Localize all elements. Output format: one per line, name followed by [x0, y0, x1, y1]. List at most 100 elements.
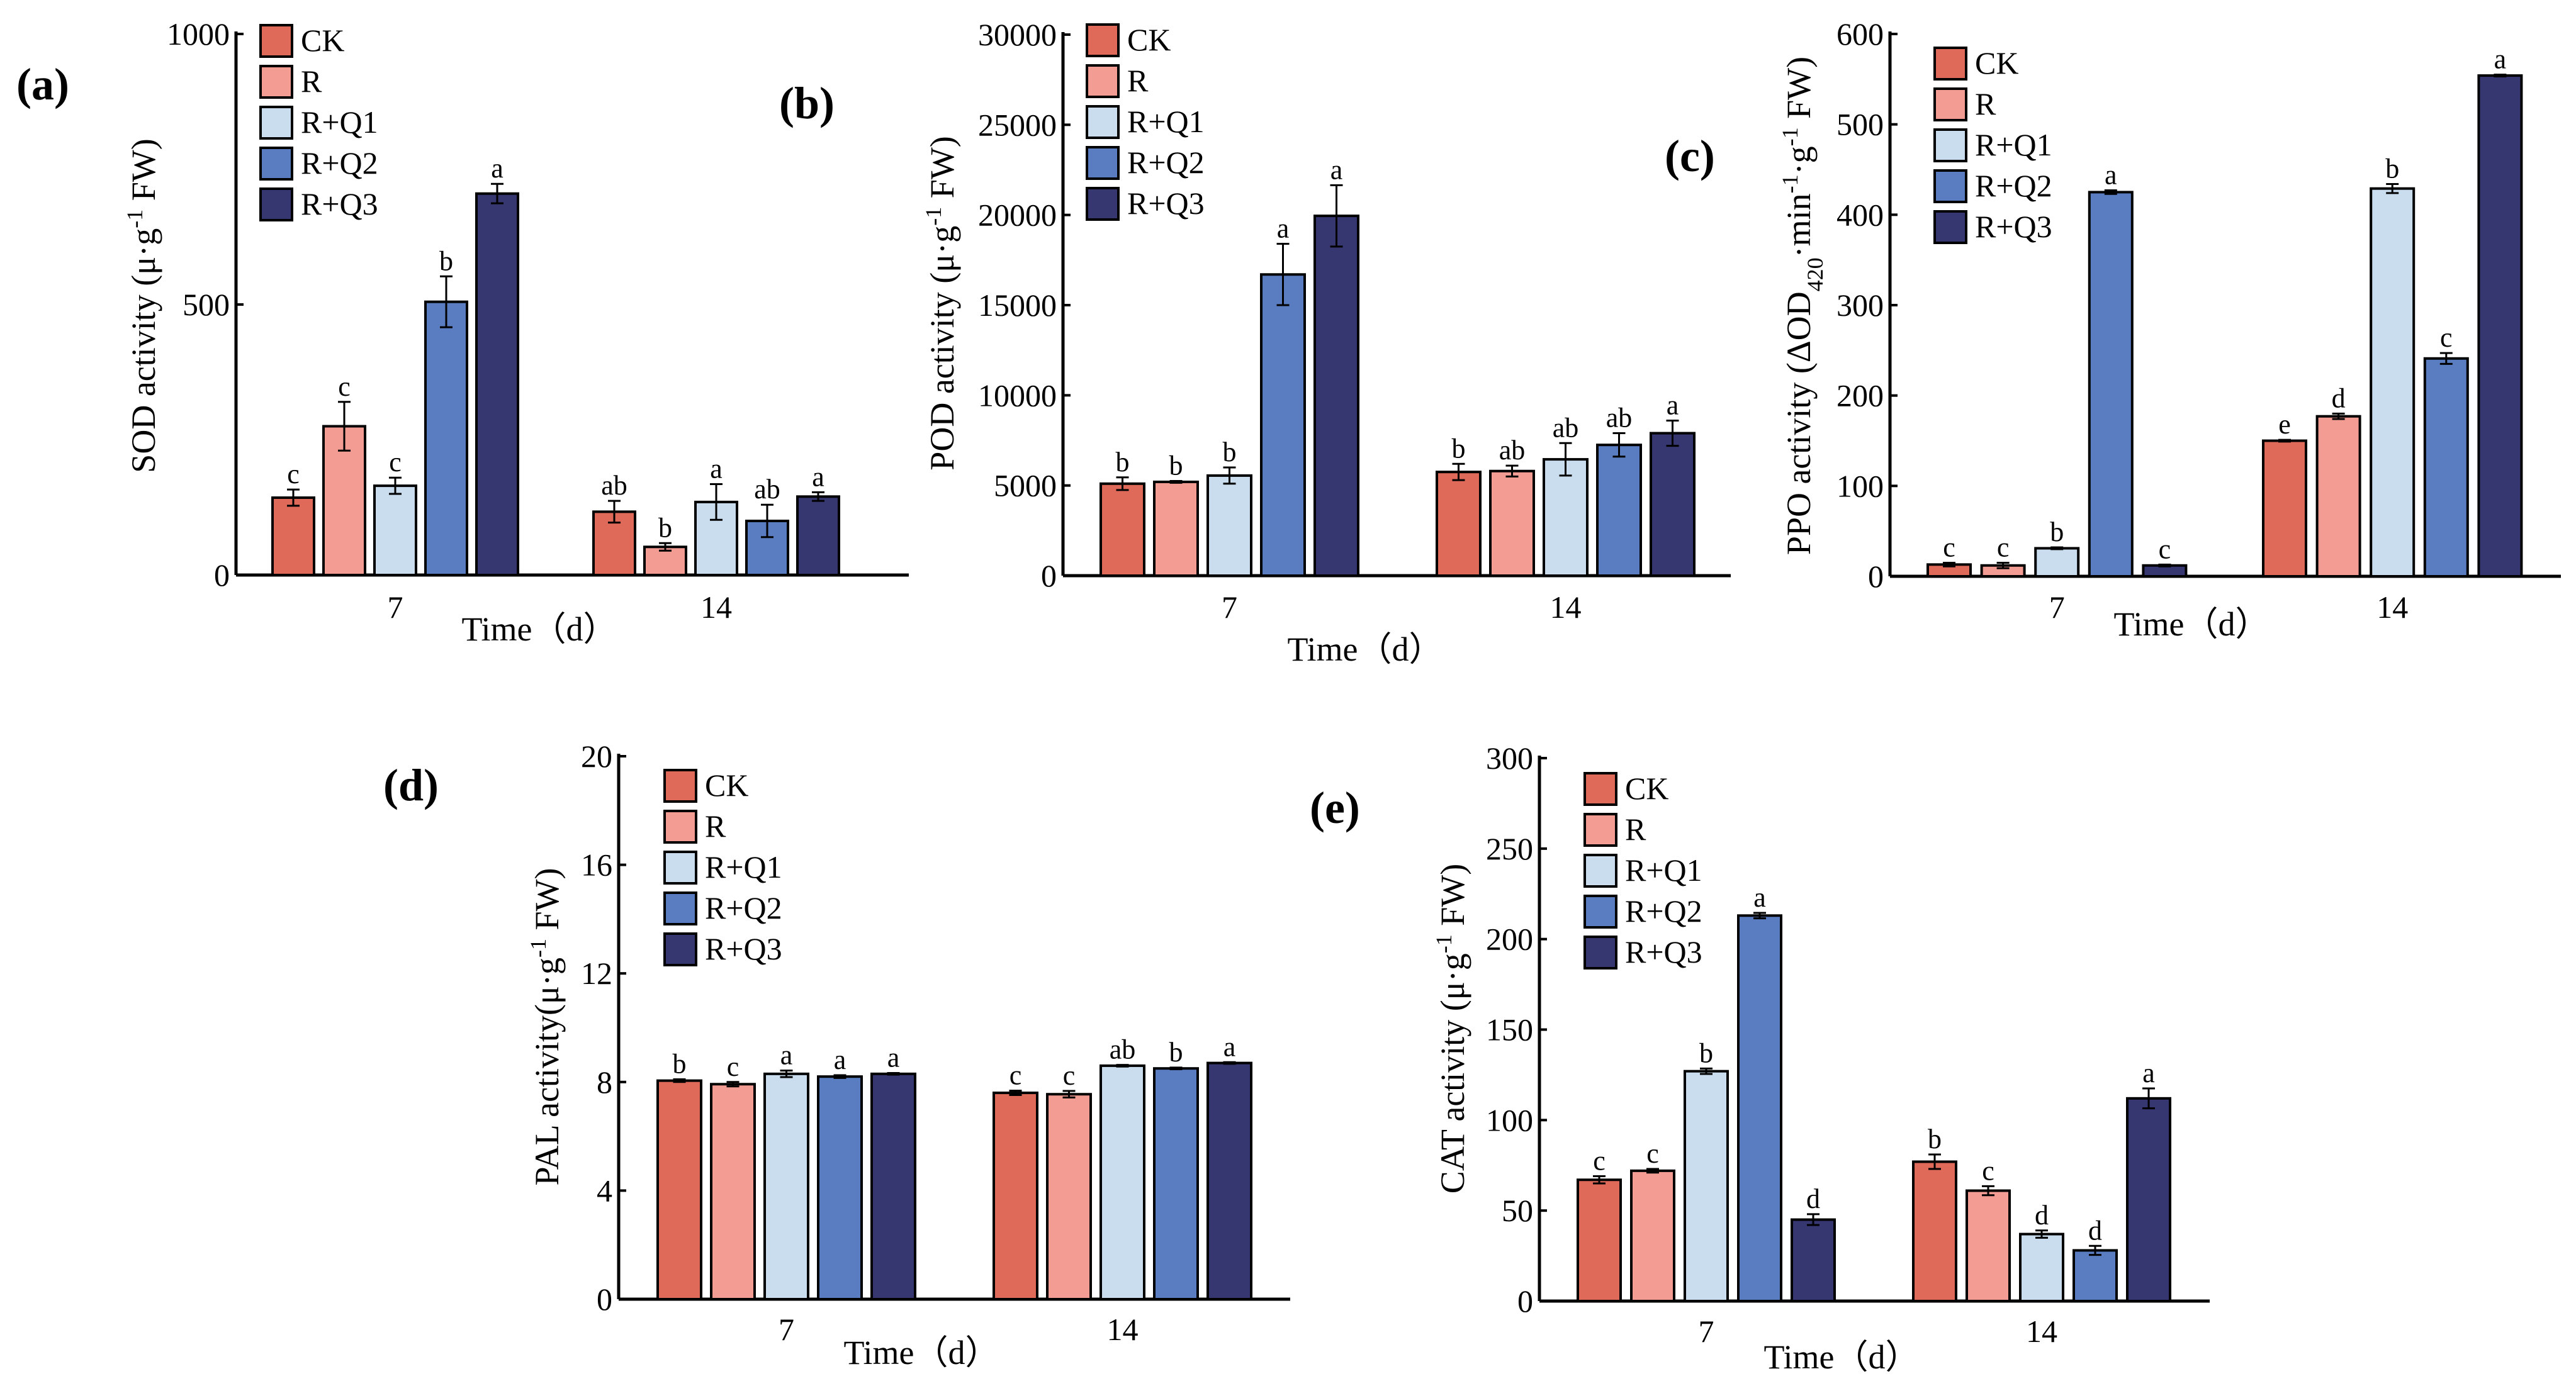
bar-r-q1-day7	[373, 484, 417, 576]
y-tick-label: 25000	[978, 107, 1057, 142]
significance-letter: ab	[1110, 1034, 1136, 1065]
legend-label: R+Q3	[1975, 209, 2052, 244]
bar-ck-day14	[993, 1092, 1038, 1301]
significance-letter: b	[1169, 450, 1183, 481]
y-axis-label-part: ·g	[1780, 146, 1818, 174]
y-axis-label: CAT activity (μ·g-1 FW)	[1431, 864, 1471, 1193]
bar-r-q1-day7	[763, 1072, 809, 1300]
y-axis-label: SOD activity (μ·g-1 FW)	[122, 138, 162, 472]
y-tick-label: 0	[1517, 1283, 1533, 1319]
significance-letter: a	[1330, 154, 1343, 185]
significance-letter: b	[1699, 1037, 1713, 1068]
error-bar	[1505, 464, 1519, 478]
x-tick-label: 7	[1699, 1314, 1714, 1349]
legend-label: R+Q1	[301, 104, 378, 140]
bar-r-q3-day7	[1791, 1218, 1836, 1303]
y-axis-label-part: -1	[1431, 934, 1456, 953]
significance-letter: c	[338, 371, 351, 402]
bar-r-q3-day14	[796, 495, 840, 576]
legend-label: R+Q1	[1127, 104, 1205, 139]
error-bar	[833, 1074, 846, 1079]
bar-ck-day14	[2262, 439, 2307, 578]
error-bar	[1116, 476, 1129, 491]
significance-letter: c	[2159, 534, 2171, 564]
bar-r-q1-day14	[1100, 1064, 1145, 1301]
legend-swatch	[663, 769, 697, 803]
significance-letter: ab	[1499, 435, 1526, 466]
legend-swatch	[1583, 936, 1617, 970]
y-tick-label: 300	[1836, 288, 1884, 323]
y-tick-label: 15000	[978, 288, 1057, 323]
legend-label: R+Q2	[1975, 168, 2052, 203]
legend-label: CK	[1625, 771, 1668, 806]
error-bar	[287, 488, 300, 507]
significance-letter: c	[1063, 1060, 1076, 1091]
significance-letter: b	[1116, 447, 1130, 478]
significance-letter: ab	[1553, 412, 1579, 443]
legend-swatch	[1086, 146, 1120, 180]
bar-r-day14	[1489, 469, 1535, 577]
bar-ck-day7	[271, 496, 315, 577]
significance-letter: a	[834, 1044, 846, 1075]
legend-swatch	[1583, 895, 1617, 929]
error-bar	[1330, 184, 1343, 248]
y-axis-label-part: -1	[122, 210, 147, 228]
error-bar	[2050, 546, 2064, 550]
bar-r-q2-day7	[817, 1075, 863, 1301]
x-axis-label: Time（d）	[843, 1334, 999, 1372]
panel-label: (c)	[1665, 131, 1715, 181]
y-tick-label: 400	[1836, 197, 1884, 232]
y-axis-label-part: POD activity (μ·g	[923, 226, 961, 471]
y-tick-label: 0	[1041, 558, 1057, 593]
legend-label: R+Q3	[705, 931, 782, 966]
legend-swatch	[259, 24, 293, 58]
y-tick-label: 250	[1486, 831, 1533, 866]
legend-label: CK	[1975, 45, 2018, 81]
legend-label: R+Q2	[705, 890, 782, 925]
y-tick-label: 12	[581, 956, 612, 991]
bar-r-q1-day7	[1206, 474, 1252, 578]
error-bar	[1169, 1066, 1183, 1071]
bar-r-day14	[1966, 1189, 2011, 1302]
y-axis-label-part: ·min	[1780, 193, 1818, 257]
error-bar	[710, 483, 723, 521]
legend-label: CK	[705, 768, 748, 803]
y-axis-label-part: CAT activity (μ·g	[1434, 953, 1471, 1193]
chart-panel-d: (d) 0 4 8 12 16 20 7 b c a a a 14 c c ab b a CK R R+Q1 R+Q2 R+Q…	[383, 739, 1290, 1372]
significance-letter: a	[2494, 44, 2507, 75]
bar-r-day7	[1153, 480, 1199, 578]
legend-swatch	[259, 147, 293, 181]
error-bar	[1276, 243, 1290, 306]
error-bar	[1982, 1185, 1994, 1197]
y-tick-label: 20	[581, 739, 612, 774]
significance-letter: c	[389, 447, 402, 478]
y-tick-label: 100	[1486, 1102, 1533, 1137]
significance-letter: c	[287, 459, 300, 489]
y-tick-label: 50	[1502, 1193, 1533, 1228]
error-bar	[2439, 352, 2453, 365]
error-bar	[2386, 182, 2399, 194]
legend-swatch	[1933, 169, 1967, 203]
bar-r-q1-day7	[2034, 547, 2080, 578]
error-bar	[1666, 419, 1679, 447]
y-tick-label: 0	[1868, 559, 1884, 594]
x-axis-label: Time（d）	[461, 610, 617, 648]
legend-label: CK	[1127, 22, 1171, 57]
legend-swatch	[663, 810, 697, 844]
legend-swatch	[1583, 813, 1617, 847]
significance-letter: b	[1223, 437, 1237, 467]
significance-letter: c	[1010, 1060, 1022, 1091]
y-axis-label-part: -1	[1777, 127, 1803, 146]
significance-letter: b	[1452, 433, 1466, 464]
error-bar	[2278, 439, 2291, 443]
legend-swatch	[259, 106, 293, 140]
x-tick-label: 7	[2049, 590, 2065, 625]
error-bar	[1612, 432, 1626, 458]
error-bar	[1807, 1213, 1820, 1226]
significance-letter: d	[2035, 1200, 2049, 1231]
error-bar	[780, 1070, 793, 1078]
legend-label: R+Q3	[1625, 934, 1702, 970]
x-axis-label: Time（d）	[1287, 630, 1443, 668]
significance-letter: b	[1169, 1037, 1183, 1068]
